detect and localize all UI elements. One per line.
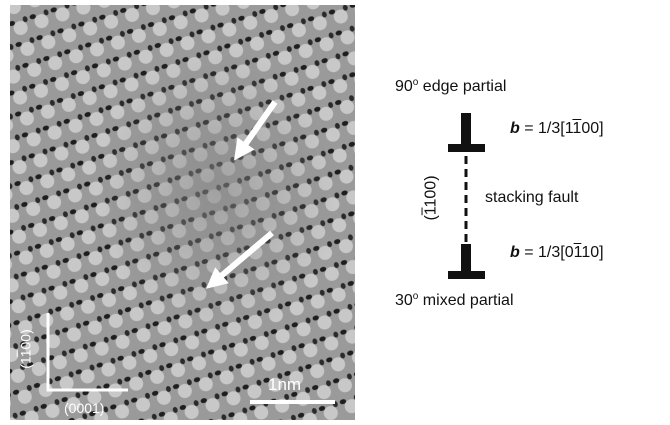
fault-label: stacking fault xyxy=(485,190,578,206)
fault-plane-label: (1100) xyxy=(424,175,440,220)
text: edge partial xyxy=(418,78,506,95)
text: 00] xyxy=(581,120,603,137)
text: 100) xyxy=(423,175,440,207)
top-burgers: b = 1/3[1100] xyxy=(510,121,604,137)
bottom-burgers: b = 1/3[0110] xyxy=(510,245,604,261)
text: 1 xyxy=(423,207,440,215)
text: 90 xyxy=(395,78,413,95)
bottom-label: 30o mixed partial xyxy=(395,292,514,309)
text: = 1/3[0 xyxy=(520,244,574,261)
axis-label-vertical: (1100) xyxy=(19,329,33,368)
text: = 1/3[1 xyxy=(520,120,573,137)
dislocation-symbol xyxy=(461,244,471,274)
text: 10] xyxy=(581,244,603,261)
text: ( xyxy=(423,215,440,220)
text: mixed partial xyxy=(418,292,513,309)
top-label: 90o edge partial xyxy=(395,78,506,95)
text: 30 xyxy=(395,292,413,309)
dislocation-symbol xyxy=(448,271,485,279)
scale-bar-label: 1nm xyxy=(268,376,301,393)
figure: (1100) (0001) 1nm 90o edge partial b = 1… xyxy=(0,0,670,425)
axis-label-horizontal: (0001) xyxy=(64,401,104,415)
text: 00) xyxy=(18,329,34,349)
text: b xyxy=(510,120,520,137)
dislocation-symbol xyxy=(448,144,485,152)
image-haze xyxy=(10,5,355,420)
dislocation-symbol xyxy=(461,113,471,147)
text: 1 xyxy=(572,120,581,137)
text: b xyxy=(510,244,520,261)
figure-graphics xyxy=(0,0,670,425)
text: (1 xyxy=(18,357,34,368)
text: 1 xyxy=(18,350,34,358)
